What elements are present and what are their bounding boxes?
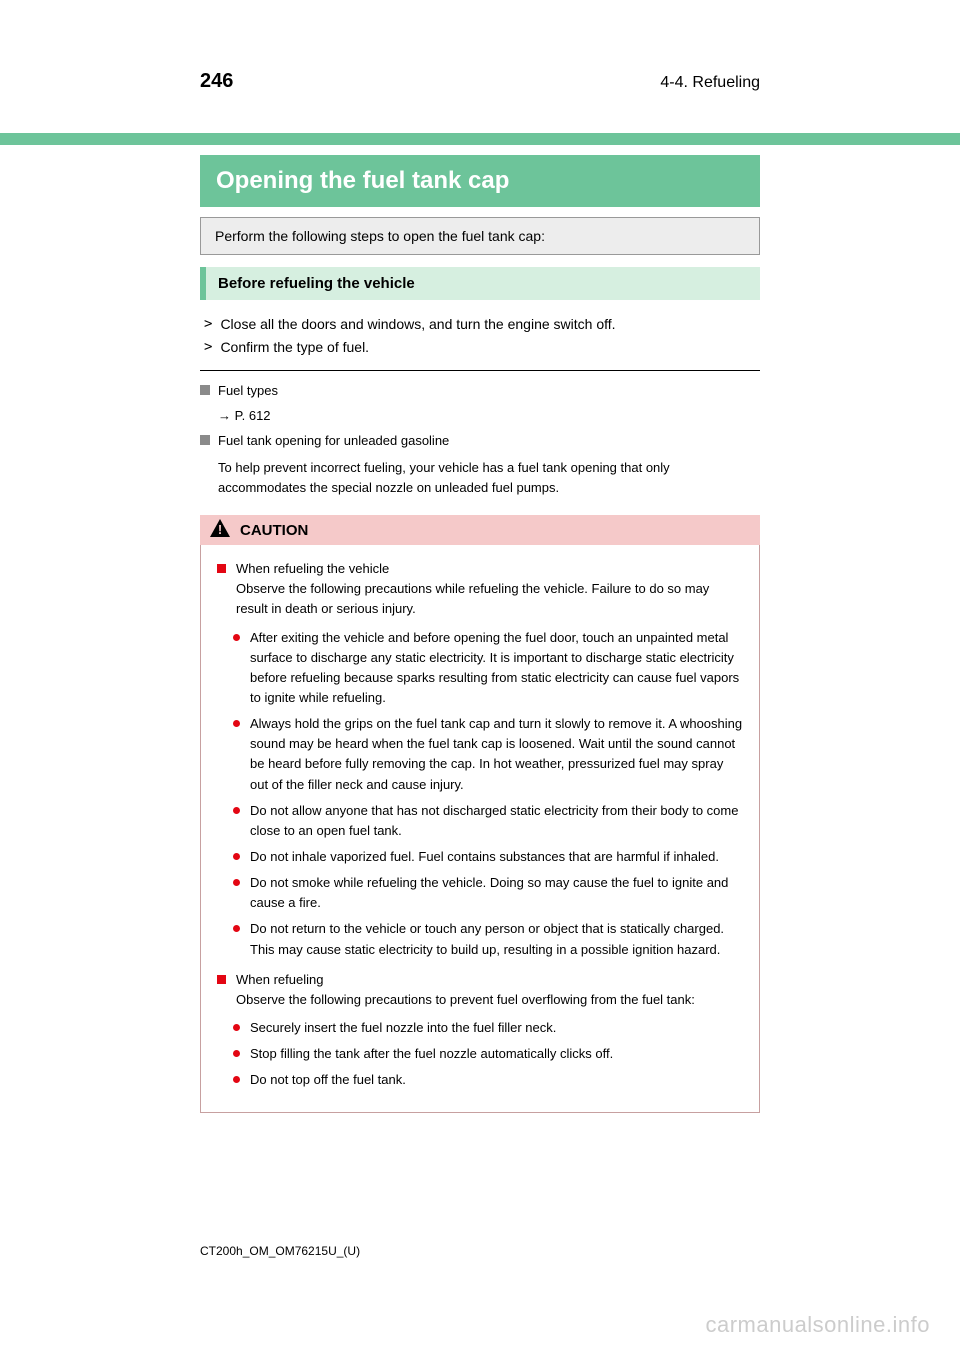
intro-text: Perform the following steps to open the …	[200, 217, 760, 255]
watermark: carmanualsonline.info	[705, 1312, 930, 1338]
caution-section-text: When refueling the vehicle Observe the f…	[236, 559, 743, 619]
caution-bullet: Stop filling the tank after the fuel noz…	[233, 1044, 743, 1064]
caution-section: When refueling Observe the following pre…	[217, 970, 743, 1010]
note-text: Fuel types	[218, 381, 760, 402]
caution-bullet-text: Do not smoke while refueling the vehicle…	[250, 873, 743, 913]
caution-section-title: When refueling	[236, 972, 323, 987]
caution-bullet: Always hold the grips on the fuel tank c…	[233, 714, 743, 795]
red-bullet-icon	[233, 925, 240, 932]
red-square-icon	[217, 975, 226, 984]
caution-bullet: Do not smoke while refueling the vehicle…	[233, 873, 743, 913]
page-header: 246 4-4. Refueling	[0, 70, 960, 93]
caution-header: ! CAUTION	[200, 515, 760, 545]
red-bullet-icon	[233, 720, 240, 727]
note-item: Fuel types	[200, 381, 760, 402]
caution-bullet: Do not return to the vehicle or touch an…	[233, 919, 743, 959]
caution-bullet-text: Stop filling the tank after the fuel noz…	[250, 1044, 743, 1064]
caution-label: CAUTION	[240, 522, 308, 539]
red-square-icon	[217, 564, 226, 573]
note-ref: → P. 612	[200, 408, 760, 423]
red-bullet-icon	[233, 634, 240, 641]
note-ref-text: P. 612	[235, 408, 271, 423]
caution-bullet: After exiting the vehicle and before ope…	[233, 628, 743, 709]
caution-section-title: When refueling the vehicle	[236, 561, 389, 576]
page: 246 4-4. Refueling Opening the fuel tank…	[0, 0, 960, 1113]
caution-section: When refueling the vehicle Observe the f…	[217, 559, 743, 619]
divider-line	[200, 370, 760, 371]
note-body: To help prevent incorrect fueling, your …	[200, 458, 760, 500]
section-heading: Before refueling the vehicle	[200, 267, 760, 300]
caution-bullet: Do not inhale vaporized fuel. Fuel conta…	[233, 847, 743, 867]
footer-print-code: CT200h_OM_OM76215U_(U)	[200, 1244, 360, 1258]
caution-bullet: Do not top off the fuel tank.	[233, 1070, 743, 1090]
note-item: Fuel tank opening for unleaded gasoline	[200, 431, 760, 452]
caution-bullet-text: Do not return to the vehicle or touch an…	[250, 919, 743, 959]
caution-bullet: Securely insert the fuel nozzle into the…	[233, 1018, 743, 1038]
page-title: Opening the fuel tank cap	[200, 155, 760, 207]
caution-section-text: When refueling Observe the following pre…	[236, 970, 743, 1010]
warning-triangle-icon: !	[210, 519, 230, 541]
chevron-icon: >	[204, 314, 212, 335]
caution-bullet-text: Do not inhale vaporized fuel. Fuel conta…	[250, 847, 743, 867]
list-item: > Close all the doors and windows, and t…	[204, 314, 760, 335]
note-label: Fuel types	[218, 383, 278, 398]
header-divider-bar	[0, 133, 960, 145]
list-item-text: Confirm the type of fuel.	[220, 337, 369, 358]
caution-section-intro: Observe the following precautions to pre…	[236, 992, 695, 1007]
red-bullet-icon	[233, 807, 240, 814]
list-item-text: Close all the doors and windows, and tur…	[220, 314, 615, 335]
red-bullet-icon	[233, 1076, 240, 1083]
svg-text:!: !	[218, 522, 222, 537]
caution-bullet-text: Do not allow anyone that has not dischar…	[250, 801, 743, 841]
body-list: > Close all the doors and windows, and t…	[200, 314, 760, 358]
caution-bullet-text: After exiting the vehicle and before ope…	[250, 628, 743, 709]
red-bullet-icon	[233, 1050, 240, 1057]
chevron-icon: >	[204, 337, 212, 358]
caution-bullet: Do not allow anyone that has not dischar…	[233, 801, 743, 841]
content-area: Opening the fuel tank cap Perform the fo…	[0, 155, 960, 1113]
list-item: > Confirm the type of fuel.	[204, 337, 760, 358]
note-label: Fuel tank opening for unleaded gasoline	[218, 433, 449, 448]
square-bullet-icon	[200, 435, 210, 445]
red-bullet-icon	[233, 853, 240, 860]
caution-bullet-text: Securely insert the fuel nozzle into the…	[250, 1018, 743, 1038]
red-bullet-icon	[233, 1024, 240, 1031]
caution-bullet-text: Always hold the grips on the fuel tank c…	[250, 714, 743, 795]
chapter-label: 4-4. Refueling	[660, 74, 760, 92]
caution-body: When refueling the vehicle Observe the f…	[200, 545, 760, 1113]
note-text: Fuel tank opening for unleaded gasoline	[218, 431, 760, 452]
square-bullet-icon	[200, 385, 210, 395]
red-bullet-icon	[233, 879, 240, 886]
page-number: 246	[200, 70, 233, 93]
caution-section-intro: Observe the following precautions while …	[236, 581, 709, 616]
caution-bullet-text: Do not top off the fuel tank.	[250, 1070, 743, 1090]
